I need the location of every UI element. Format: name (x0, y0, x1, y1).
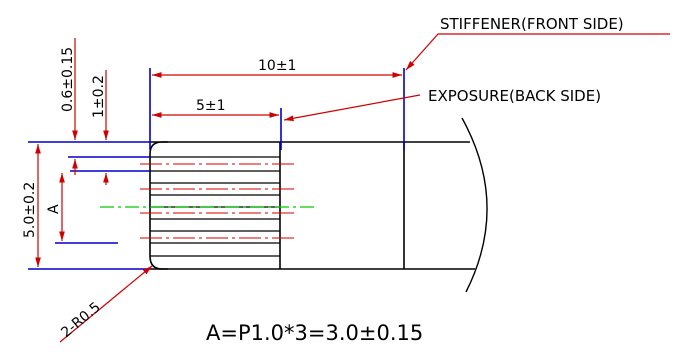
corner-radius-label: 2-R0.5 (58, 299, 103, 341)
outline-left-end (149, 141, 168, 270)
contact-fingers (150, 156, 280, 257)
finger-centerlines (140, 163, 296, 239)
dim-06-label: 0.6±0.15 (60, 47, 76, 112)
part-outline (149, 117, 488, 293)
break-line (461, 117, 488, 293)
dim-5-label: 5±1 (196, 98, 226, 114)
dim-5-0-label: 5.0±0.2 (22, 182, 38, 238)
dim-10-label: 10±1 (258, 58, 296, 74)
leader-radius (59, 265, 153, 343)
exposure-label: EXPOSURE(BACK SIDE) (428, 87, 601, 105)
leader-stiffener (405, 33, 670, 71)
dim-a-label: A (46, 204, 62, 214)
dimension-lines (35, 33, 670, 343)
extension-lines (28, 68, 405, 270)
formula-label: A=P1.0*3=3.0±0.15 (206, 321, 423, 345)
leader-exposure (283, 94, 421, 122)
stiffener-label: STIFFENER(FRONT SIDE) (440, 15, 624, 33)
dim-1-label: 1±0.2 (91, 75, 107, 118)
